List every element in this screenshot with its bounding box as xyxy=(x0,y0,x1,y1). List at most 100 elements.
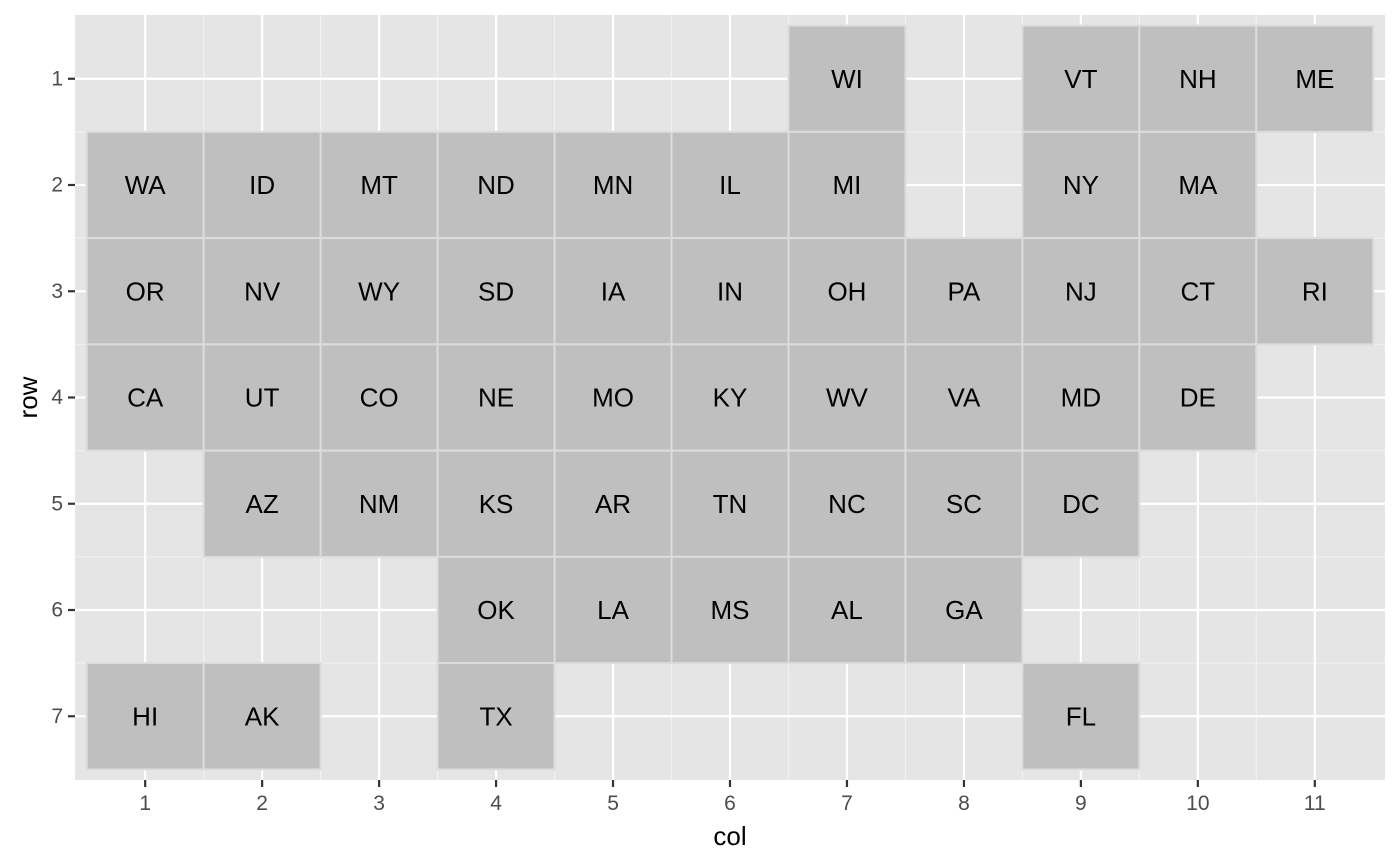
state-tile-wa: WA xyxy=(85,130,205,240)
state-tile-tx: TX xyxy=(436,662,556,771)
tile-label: ID xyxy=(249,170,275,200)
state-tile-nv: NV xyxy=(202,237,322,346)
tile-label: NJ xyxy=(1065,276,1097,306)
tile-label: AR xyxy=(595,489,631,519)
state-tile-vt: VT xyxy=(1021,24,1141,133)
tile-label: WI xyxy=(831,64,863,94)
tile-rect xyxy=(1021,237,1141,346)
tile-label: WV xyxy=(826,383,869,413)
x-tick-label: 8 xyxy=(958,792,970,815)
tile-rect xyxy=(202,662,322,771)
state-tile-mn: MN xyxy=(553,130,673,240)
tile-label: MT xyxy=(360,170,398,200)
tile-label: OK xyxy=(477,595,515,625)
tile-rect xyxy=(553,555,673,665)
tile-label: SD xyxy=(478,276,514,306)
tile-label: DC xyxy=(1062,489,1100,519)
tile-label: NE xyxy=(478,383,514,413)
state-tile-or: OR xyxy=(85,237,205,346)
tile-label: MS xyxy=(711,595,750,625)
state-tile-ri: RI xyxy=(1255,237,1375,346)
tile-rect xyxy=(787,24,907,133)
tile-label: MN xyxy=(593,170,633,200)
state-tile-mi: MI xyxy=(787,130,907,240)
tile-label: VA xyxy=(948,383,981,413)
tile-label: MD xyxy=(1061,383,1101,413)
tile-label: UT xyxy=(245,383,280,413)
tile-rect xyxy=(1255,24,1375,133)
tile-rect xyxy=(787,449,907,558)
state-tile-nc: NC xyxy=(787,449,907,558)
tile-rect xyxy=(1138,130,1258,240)
x-axis: 1 2 3 4 5 6 7 8 9 10 11 xyxy=(139,780,1326,815)
x-tick-label: 2 xyxy=(256,792,268,815)
tile-label: WY xyxy=(358,276,400,306)
tile-rect xyxy=(904,449,1024,558)
tile-rect xyxy=(436,449,556,558)
state-tile-al: AL xyxy=(787,555,907,665)
tile-rect xyxy=(1021,130,1141,240)
state-tile-la: LA xyxy=(553,555,673,665)
tile-label: MO xyxy=(592,383,634,413)
tile-label: IN xyxy=(717,276,743,306)
state-tile-tn: TN xyxy=(670,449,790,558)
tile-label: KS xyxy=(479,489,514,519)
state-tile-ga: GA xyxy=(904,555,1024,665)
state-tile-dc: DC xyxy=(1021,449,1141,558)
state-tile-sc: SC xyxy=(904,449,1024,558)
tile-rect xyxy=(85,130,205,240)
tile-label: NH xyxy=(1179,64,1217,94)
tile-label: LA xyxy=(597,595,629,625)
tile-label: MI xyxy=(833,170,862,200)
tile-label: WA xyxy=(125,170,167,200)
tile-rect xyxy=(1138,343,1258,452)
state-tile-me: ME xyxy=(1255,24,1375,133)
tile-label: CT xyxy=(1181,276,1216,306)
tile-label: SC xyxy=(946,489,982,519)
state-tile-nh: NH xyxy=(1138,24,1258,133)
state-tile-ia: IA xyxy=(553,237,673,346)
state-tile-co: CO xyxy=(319,343,439,452)
x-tick-label: 10 xyxy=(1186,792,1209,815)
tile-rect xyxy=(670,237,790,346)
tile-label: ME xyxy=(1295,64,1334,94)
state-tile-ma: MA xyxy=(1138,130,1258,240)
state-tile-wy: WY xyxy=(319,237,439,346)
state-tile-id: ID xyxy=(202,130,322,240)
state-tile-mo: MO xyxy=(553,343,673,452)
x-tick-label: 6 xyxy=(724,792,736,815)
state-tile-ut: UT xyxy=(202,343,322,452)
y-tick-label: 2 xyxy=(51,174,63,197)
state-tile-ar: AR xyxy=(553,449,673,558)
state-tile-ny: NY xyxy=(1021,130,1141,240)
state-tiles: WI VT NH ME WA ID MT ND MN IL MI NY MA OR NV WY SD IA IN OH… xyxy=(85,24,1375,771)
tile-rect xyxy=(1021,449,1141,558)
x-tick-label: 3 xyxy=(373,792,385,815)
tile-rect xyxy=(553,343,673,452)
tile-rect xyxy=(1021,662,1141,771)
y-tick-label: 1 xyxy=(51,67,63,90)
state-tile-de: DE xyxy=(1138,343,1258,452)
tile-rect xyxy=(319,130,439,240)
tile-label: IL xyxy=(719,170,741,200)
state-tile-sd: SD xyxy=(436,237,556,346)
x-axis-title: col xyxy=(713,821,746,851)
tile-label: AZ xyxy=(246,489,279,519)
tile-rect xyxy=(1138,24,1258,133)
tile-rect xyxy=(319,343,439,452)
x-tick-label: 5 xyxy=(607,792,619,815)
tile-rect xyxy=(670,343,790,452)
state-tile-in: IN xyxy=(670,237,790,346)
state-tile-nm: NM xyxy=(319,449,439,558)
x-tick-label: 11 xyxy=(1304,792,1326,815)
tile-rect xyxy=(1021,343,1141,452)
tile-rect xyxy=(319,237,439,346)
tile-label: DE xyxy=(1180,383,1216,413)
tile-rect xyxy=(202,130,322,240)
tile-label: MA xyxy=(1178,170,1218,200)
tile-rect xyxy=(1138,237,1258,346)
state-tile-ms: MS xyxy=(670,555,790,665)
state-tile-va: VA xyxy=(904,343,1024,452)
state-tile-ne: NE xyxy=(436,343,556,452)
state-tile-md: MD xyxy=(1021,343,1141,452)
